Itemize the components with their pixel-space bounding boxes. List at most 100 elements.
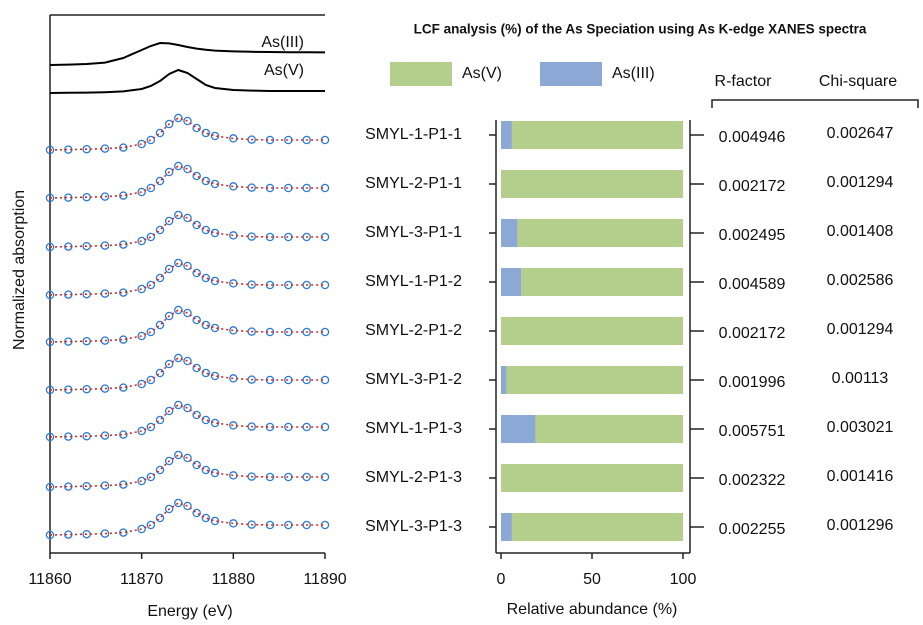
data-point <box>201 176 211 186</box>
table-value: 0.002255 <box>719 521 786 538</box>
fit-line <box>49 165 325 199</box>
data-point <box>45 337 55 347</box>
legend-swatch <box>390 62 452 86</box>
data-point <box>201 128 211 138</box>
data-point <box>201 273 211 283</box>
data-point <box>155 176 165 186</box>
bar-segment <box>535 415 683 443</box>
category-label: SMYL-2-P1-3 <box>365 469 462 486</box>
table-value: 0.002495 <box>719 227 786 244</box>
bar-segment <box>501 219 518 247</box>
data-point <box>192 171 201 181</box>
legend-swatch <box>540 62 602 86</box>
data-point <box>45 385 55 395</box>
data-point <box>155 415 165 425</box>
data-point <box>137 284 146 294</box>
table-value: 0.002647 <box>827 125 894 142</box>
data-point <box>183 213 192 223</box>
data-point <box>229 421 238 430</box>
data-point <box>155 128 165 138</box>
table-value: 0.001294 <box>827 321 894 338</box>
category-label: SMYL-1-P1-2 <box>365 273 462 290</box>
x-tick-label: 11870 <box>120 571 163 588</box>
table-value: 0.002322 <box>719 472 786 489</box>
table-value: 0.002172 <box>719 325 786 342</box>
category-label: SMYL-1-P1-1 <box>365 126 462 143</box>
x-tick-label: 50 <box>583 571 601 588</box>
data-point <box>229 231 238 240</box>
series-label: As(V) <box>264 62 304 79</box>
table-value: 0.001416 <box>827 468 894 485</box>
table-value: 0.004946 <box>719 129 786 146</box>
data-point <box>210 468 220 478</box>
fit-line <box>49 454 325 488</box>
data-point <box>192 363 201 373</box>
data-point <box>229 134 238 143</box>
table-header: Chi-square <box>819 73 897 90</box>
data-point <box>210 371 220 381</box>
data-point <box>164 216 174 226</box>
data-point <box>284 327 293 337</box>
data-point <box>174 258 183 268</box>
data-point <box>183 356 192 366</box>
data-point <box>146 472 156 482</box>
data-point <box>137 139 146 149</box>
table-value: 0.001408 <box>827 223 894 240</box>
table-value: 0.003021 <box>827 419 894 436</box>
bar-segment <box>501 317 683 345</box>
data-point <box>155 368 165 378</box>
data-point <box>155 225 165 235</box>
data-point <box>229 519 238 528</box>
data-point <box>210 179 220 189</box>
data-point <box>174 210 183 220</box>
bar-segment <box>501 415 536 443</box>
data-point <box>210 418 220 428</box>
table-bracket <box>711 99 919 108</box>
data-point <box>183 453 192 463</box>
series-label: As(III) <box>261 34 304 51</box>
fit-line <box>49 214 325 248</box>
data-point <box>201 225 211 235</box>
data-point <box>164 311 174 321</box>
data-point <box>164 504 174 514</box>
category-label: SMYL-2-P1-1 <box>365 175 462 192</box>
data-point <box>174 353 183 363</box>
x-tick-label: 11880 <box>212 571 255 588</box>
table-value: 0.002172 <box>719 178 786 195</box>
data-point <box>192 508 201 518</box>
data-point <box>137 379 146 389</box>
data-point <box>45 242 55 252</box>
data-point <box>174 450 183 460</box>
data-point <box>201 465 211 475</box>
data-point <box>192 460 201 470</box>
data-point <box>183 261 192 271</box>
data-point <box>164 264 174 274</box>
data-point <box>146 520 156 530</box>
data-point <box>284 520 293 530</box>
data-point <box>164 456 174 466</box>
data-point <box>45 530 55 540</box>
category-label: SMYL-3-P1-1 <box>365 224 462 241</box>
data-point <box>174 113 183 123</box>
data-point <box>137 236 146 246</box>
legend-label: As(III) <box>612 65 655 82</box>
data-point <box>201 320 211 330</box>
data-point <box>45 432 55 442</box>
x-axis-label: Energy (eV) <box>147 603 232 620</box>
data-point <box>284 183 293 193</box>
data-point <box>45 482 55 492</box>
bar-segment <box>501 268 522 296</box>
data-point <box>284 135 293 145</box>
x-tick-label: 0 <box>497 571 506 588</box>
data-point <box>210 276 220 286</box>
plot-frame <box>49 14 325 554</box>
bar-segment <box>506 366 683 394</box>
spectrum-line <box>49 68 325 94</box>
data-point <box>201 368 211 378</box>
data-point <box>146 422 156 432</box>
data-point <box>284 422 293 432</box>
data-point <box>164 167 174 177</box>
table-value: 0.002586 <box>827 272 894 289</box>
data-point <box>210 131 220 141</box>
